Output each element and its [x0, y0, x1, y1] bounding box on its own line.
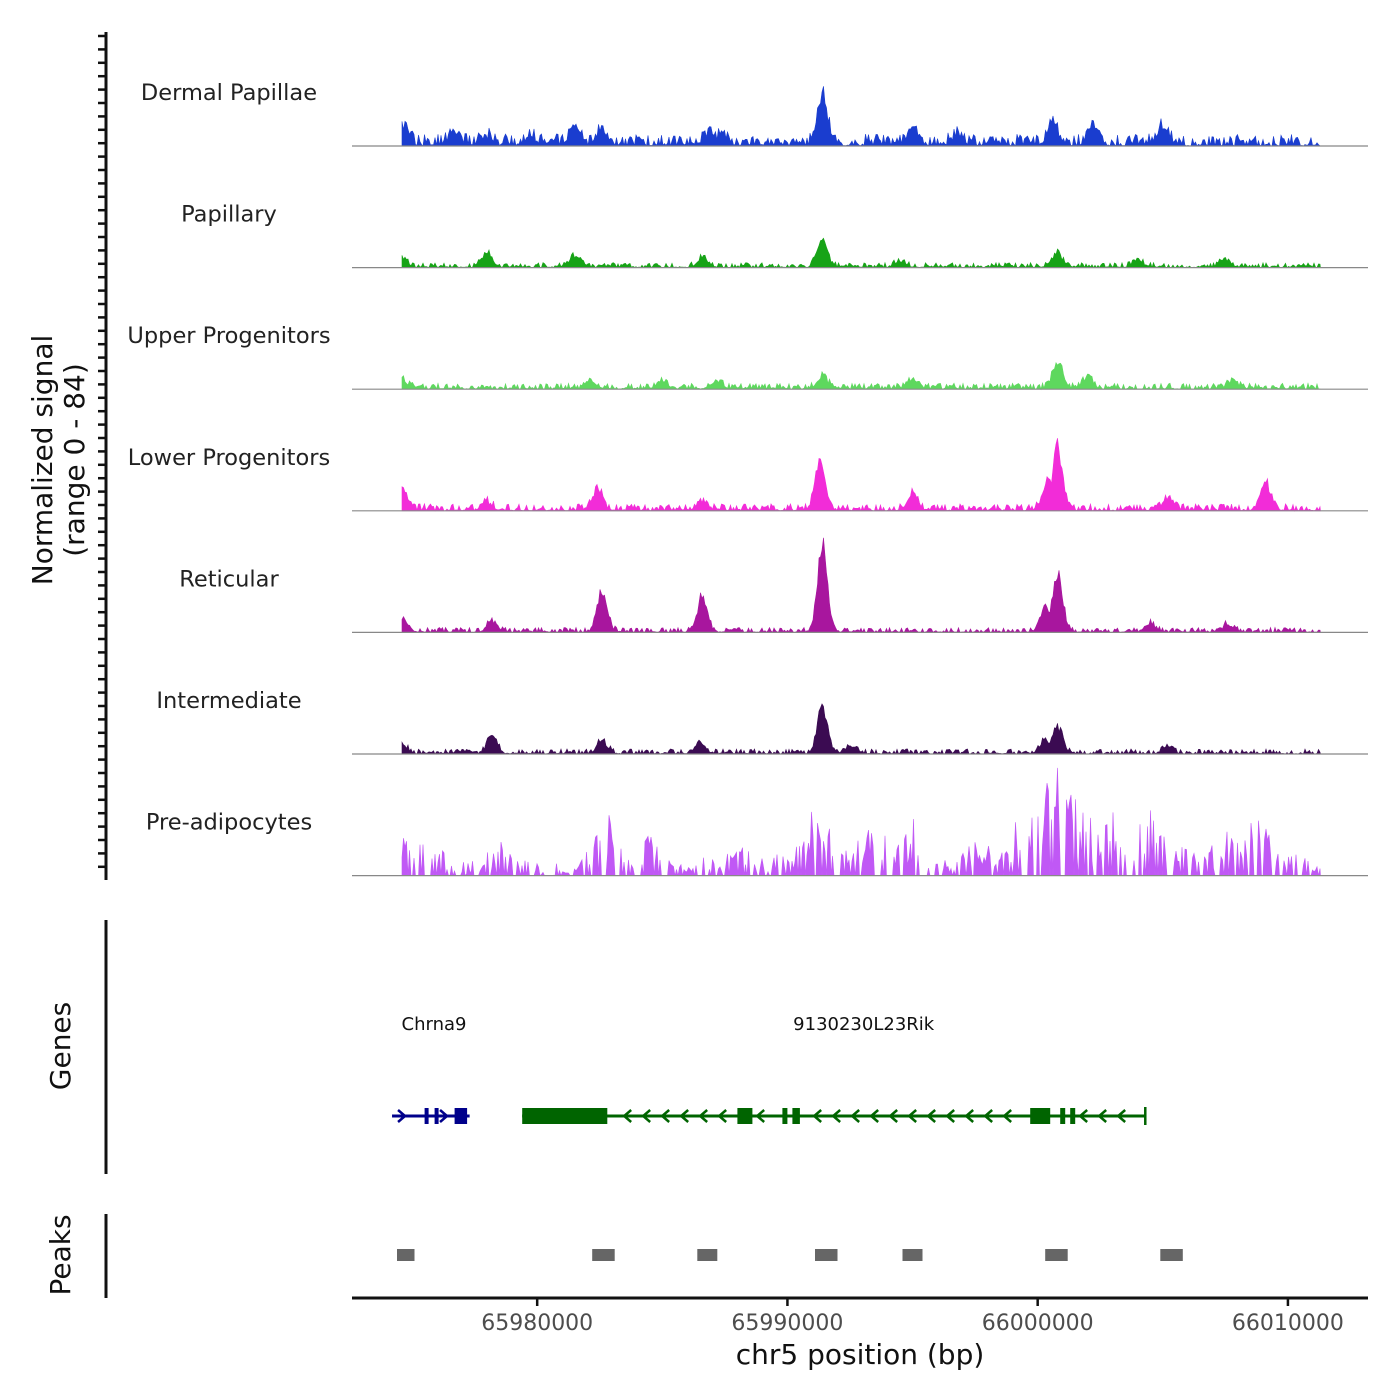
signal-y-axis	[98, 32, 108, 880]
strand-arrow	[698, 1109, 708, 1123]
exon-block	[522, 1108, 608, 1124]
gene-annotation-track: Chrna9 9130230L23Rik	[392, 1014, 1147, 1125]
signal-area	[401, 438, 1321, 512]
strand-arrow	[964, 1109, 974, 1123]
strand-arrow	[660, 1109, 670, 1123]
signal-tracks: Dermal Papillae Papillary Upper Progenitor…	[127, 80, 1368, 877]
strand-arrow	[926, 1109, 936, 1123]
gene-9130230l23rik: 9130230L23Rik	[522, 1014, 1147, 1125]
strand-arrow	[397, 1109, 407, 1123]
strand-arrow	[679, 1109, 689, 1123]
track-label: Papillary	[181, 202, 277, 228]
strand-arrow	[869, 1109, 879, 1123]
gene-chrna9: Chrna9	[392, 1014, 470, 1124]
strand-arrow	[983, 1109, 993, 1123]
exon-block	[782, 1108, 788, 1124]
peak-region	[1160, 1249, 1183, 1261]
strand-arrow	[1116, 1109, 1126, 1123]
exon-block	[1060, 1108, 1066, 1124]
track-pre-adipocytes: Pre-adipocytes	[146, 767, 1368, 877]
strand-arrow	[1078, 1109, 1088, 1123]
exon-block	[454, 1108, 468, 1124]
y-axis-title-line2: (range 0 - 84)	[58, 363, 91, 557]
x-tick-label: 66000000	[982, 1311, 1094, 1336]
exon-block	[737, 1108, 753, 1124]
strand-arrow	[641, 1109, 651, 1123]
strand-arrow	[850, 1109, 860, 1123]
track-label: Dermal Papillae	[141, 80, 317, 106]
x-tick-label: 65990000	[731, 1311, 843, 1336]
peaks-axis-title: Peaks	[44, 1214, 77, 1295]
x-axis: 65980000 65990000 66000000 66010000	[352, 1296, 1368, 1336]
track-lower-progenitors: Lower Progenitors	[128, 438, 1368, 512]
signal-area	[401, 537, 1321, 634]
strand-arrow	[622, 1109, 632, 1123]
peak-region	[815, 1249, 838, 1261]
signal-area	[401, 703, 1321, 755]
x-axis-title: chr5 position (bp)	[736, 1338, 985, 1371]
strand-arrow	[1097, 1109, 1107, 1123]
peak-region-track	[397, 1249, 1183, 1261]
strand-arrow	[717, 1109, 727, 1123]
genes-axis-title: Genes	[44, 1002, 77, 1090]
strand-arrow	[812, 1109, 822, 1123]
signal-area	[401, 86, 1321, 147]
exon-block	[424, 1108, 429, 1124]
track-intermediate: Intermediate	[156, 688, 1368, 755]
gene-label: 9130230L23Rik	[793, 1014, 935, 1035]
strand-arrow	[831, 1109, 841, 1123]
signal-area	[401, 362, 1321, 391]
track-label: Intermediate	[156, 688, 301, 714]
track-papillary: Papillary	[181, 202, 1368, 269]
gene-label: Chrna9	[402, 1014, 467, 1035]
exon-block	[1030, 1108, 1051, 1124]
track-label: Upper Progenitors	[127, 323, 330, 349]
y-axis-title-line1: Normalized signal	[26, 335, 59, 586]
track-label: Pre-adipocytes	[146, 810, 312, 836]
track-label: Lower Progenitors	[128, 445, 330, 471]
strand-arrow	[439, 1109, 449, 1123]
signal-area	[401, 237, 1321, 269]
x-tick-label: 65980000	[481, 1311, 593, 1336]
strand-arrow	[1002, 1109, 1012, 1123]
x-tick-label: 66010000	[1232, 1311, 1344, 1336]
strand-arrow	[755, 1109, 765, 1123]
track-upper-progenitors: Upper Progenitors	[127, 323, 1368, 391]
track-label: Reticular	[179, 566, 279, 592]
signal-area	[401, 767, 1321, 877]
peak-region	[592, 1249, 615, 1261]
peak-region	[902, 1249, 923, 1261]
peak-region	[1045, 1249, 1068, 1261]
track-reticular: Reticular	[179, 537, 1368, 634]
strand-arrow	[888, 1109, 898, 1123]
track-dermal-papillae: Dermal Papillae	[141, 80, 1368, 147]
strand-arrow	[907, 1109, 917, 1123]
exon-block	[434, 1108, 439, 1124]
strand-arrow	[945, 1109, 955, 1123]
exon-block	[792, 1108, 800, 1124]
peak-region	[697, 1249, 718, 1261]
peak-region	[397, 1249, 415, 1261]
exon-block	[1070, 1108, 1076, 1124]
